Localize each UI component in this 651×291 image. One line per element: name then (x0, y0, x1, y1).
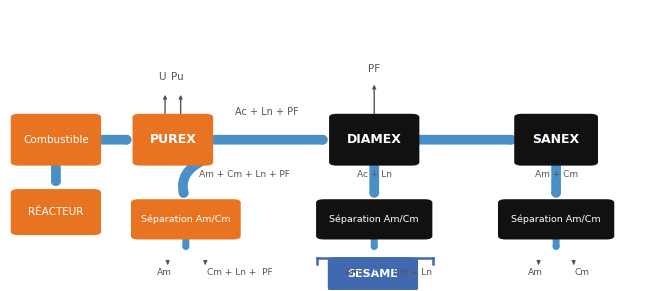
Text: Pu: Pu (171, 72, 184, 82)
Text: Combustible: Combustible (23, 135, 89, 145)
Text: Am: Am (346, 268, 361, 277)
FancyBboxPatch shape (131, 199, 241, 239)
Text: U: U (158, 72, 165, 82)
FancyBboxPatch shape (133, 114, 213, 166)
Text: Am: Am (157, 268, 172, 277)
Text: Am: Am (528, 268, 543, 277)
Text: Am + Cm: Am + Cm (534, 170, 577, 179)
Text: Cm + Ln +  PF: Cm + Ln + PF (207, 268, 273, 277)
FancyBboxPatch shape (514, 114, 598, 166)
FancyBboxPatch shape (11, 189, 101, 235)
Text: PUREX: PUREX (149, 133, 197, 146)
Text: Séparation Am/Cm: Séparation Am/Cm (511, 214, 601, 224)
FancyBboxPatch shape (329, 114, 419, 166)
Text: Ac + Ln + PF: Ac + Ln + PF (235, 107, 299, 117)
Text: DIAMEX: DIAMEX (347, 133, 402, 146)
Text: Cm: Cm (575, 268, 590, 277)
Text: Séparation Am/Cm: Séparation Am/Cm (141, 214, 230, 224)
FancyBboxPatch shape (498, 199, 615, 239)
Text: Ac + Ln: Ac + Ln (357, 170, 392, 179)
FancyBboxPatch shape (327, 257, 418, 291)
Text: Am + Cm + Ln + PF: Am + Cm + Ln + PF (199, 170, 290, 179)
FancyBboxPatch shape (316, 199, 432, 239)
Text: SESAME: SESAME (348, 269, 398, 279)
Text: Séparation Am/Cm: Séparation Am/Cm (329, 214, 419, 224)
Text: PF: PF (368, 64, 380, 74)
Text: Cm + Ln: Cm + Ln (393, 268, 432, 277)
FancyBboxPatch shape (11, 114, 101, 166)
Text: RÉACTEUR: RÉACTEUR (28, 207, 83, 217)
Text: SANEX: SANEX (533, 133, 579, 146)
